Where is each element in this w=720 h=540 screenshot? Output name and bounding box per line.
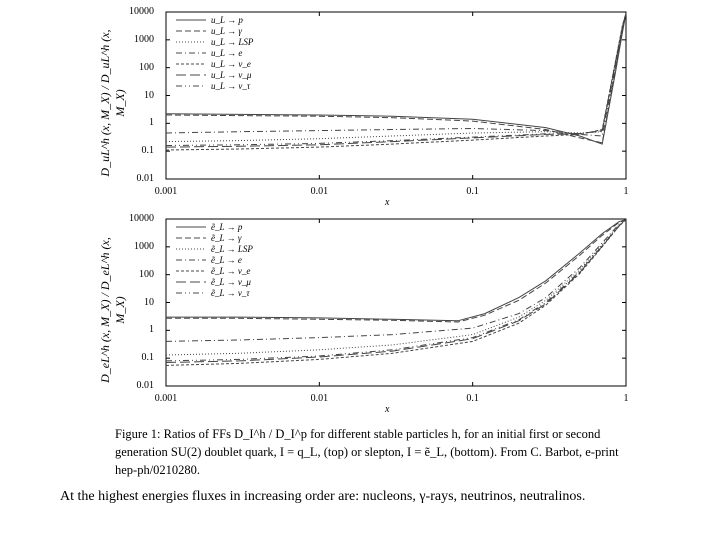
ytick-label: 100 [104, 62, 154, 73]
svg-text:u_L → ν_τ: u_L → ν_τ [211, 81, 251, 91]
top-chart-xticks: 0.0010.010.11 [160, 186, 630, 200]
caption-prefix: Figure 1: [115, 427, 160, 441]
xtick-label: 1 [606, 393, 646, 404]
ytick-label: 10 [104, 90, 154, 101]
ytick-label: 1000 [104, 34, 154, 45]
svg-text:u_L → ν_μ: u_L → ν_μ [211, 70, 252, 80]
svg-text:ẽ_L → ν_e: ẽ_L → ν_e [211, 266, 250, 276]
ytick-label: 10 [104, 297, 154, 308]
svg-text:u_L → LSP: u_L → LSP [211, 37, 254, 47]
svg-text:u_L → ν_e: u_L → ν_e [211, 59, 251, 69]
ytick-label: 0.01 [104, 173, 154, 184]
ytick-label: 0.01 [104, 380, 154, 391]
ytick-label: 100 [104, 269, 154, 280]
xtick-label: 0.01 [299, 186, 339, 197]
svg-text:ẽ_L → ν_τ: ẽ_L → ν_τ [211, 288, 250, 298]
svg-text:ẽ_L → e: ẽ_L → e [211, 255, 242, 265]
svg-text:ẽ_L → LSP: ẽ_L → LSP [211, 244, 253, 254]
ytick-label: 1 [104, 324, 154, 335]
svg-text:u_L → γ: u_L → γ [211, 26, 242, 36]
bottom-chart-xlabel: x [385, 404, 389, 415]
ytick-label: 0.1 [104, 352, 154, 363]
xtick-label: 1 [606, 186, 646, 197]
figure-caption: Figure 1: Ratios of FFs D_I^h / D_I^p fo… [115, 425, 625, 479]
top-chart: u_L → pu_L → γu_L → LSPu_L → eu_L → ν_eu… [160, 8, 630, 183]
svg-text:ẽ_L → p: ẽ_L → p [211, 222, 243, 232]
svg-text:u_L → p: u_L → p [211, 15, 243, 25]
xtick-label: 0.001 [146, 393, 186, 404]
svg-text:u_L → e: u_L → e [211, 48, 242, 58]
xtick-label: 0.1 [453, 393, 493, 404]
xtick-label: 0.1 [453, 186, 493, 197]
xtick-label: 0.01 [299, 393, 339, 404]
ytick-label: 10000 [104, 213, 154, 224]
footnote-text: At the highest energies fluxes in increa… [60, 488, 660, 507]
ytick-label: 0.1 [104, 145, 154, 156]
top-chart-xlabel: x [385, 197, 389, 208]
legend: u_L → pu_L → γu_L → LSPu_L → eu_L → ν_eu… [176, 15, 254, 91]
caption-text: Ratios of FFs D_I^h / D_I^p for differen… [115, 427, 619, 477]
svg-text:ẽ_L → γ: ẽ_L → γ [211, 233, 242, 243]
bottom-chart: ẽ_L → pẽ_L → γẽ_L → LSPẽ_L → eẽ_L → ν_eẽ… [160, 215, 630, 390]
ytick-label: 1000 [104, 241, 154, 252]
bottom-chart-xticks: 0.0010.010.11 [160, 393, 630, 407]
svg-text:ẽ_L → ν_μ: ẽ_L → ν_μ [211, 277, 251, 287]
xtick-label: 0.001 [146, 186, 186, 197]
legend: ẽ_L → pẽ_L → γẽ_L → LSPẽ_L → eẽ_L → ν_eẽ… [176, 222, 253, 298]
ytick-label: 1 [104, 117, 154, 128]
ytick-label: 10000 [104, 6, 154, 17]
